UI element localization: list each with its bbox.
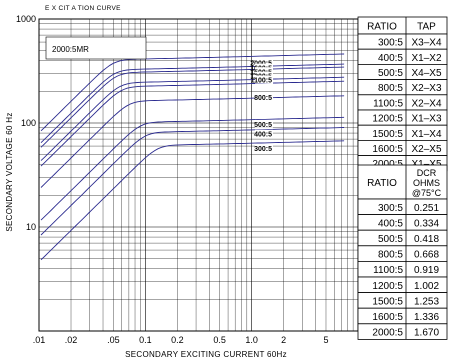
curve-2000-5	[40, 53, 345, 132]
dcr-table-header-ratio: RATIO	[367, 178, 397, 189]
tap-table: RATIO TAP 300:5 X3–X4 400:5 X1–X2 500:5 X4–X5 80…	[357, 16, 448, 172]
table-cell-value: X2–X5	[411, 144, 441, 155]
table-cell-ratio: 1600:5	[372, 312, 403, 323]
curve-800-5	[40, 95, 345, 188]
table-cell-value: X4–X5	[411, 68, 441, 79]
table-cell-value: 0.418	[414, 234, 439, 245]
x-axis-label: SECONDARY EXCITING CURRENT 60Hz	[125, 350, 287, 359]
table-cell-ratio: 1100:5	[373, 265, 403, 276]
table-cell-ratio: 1500:5	[372, 129, 403, 140]
grid	[39, 19, 358, 331]
curve-label: 300:5	[254, 146, 272, 153]
x-tick-label: 0.2	[171, 335, 184, 345]
curve-1200-5	[40, 76, 345, 161]
table-cell-ratio: 1600:5	[372, 144, 403, 155]
curve-label-bg	[255, 67, 273, 76]
chart-subtitle: 2000:5MR	[52, 45, 89, 54]
table-cell-ratio: 500:5	[378, 234, 403, 245]
table-cell-value: X1–X2	[411, 53, 441, 64]
table-cell-value: 0.251	[414, 203, 439, 214]
y-axis-label: SECONDARY VOLTAGE 60 Hz	[5, 112, 14, 231]
y-tick-label: 10	[26, 222, 36, 232]
y-tick-label: 100	[21, 118, 36, 128]
table-cell-value: X2–X3	[411, 83, 441, 94]
tap-table-header-value: TAP	[417, 22, 436, 33]
curve-label-bg	[255, 129, 273, 138]
x-tick-label: 1.0	[245, 335, 258, 345]
x-tick-label: 0.1	[139, 335, 152, 345]
curve-label-bg	[255, 119, 273, 128]
table-cell-ratio: 400:5	[378, 218, 403, 229]
table-cell-value: X1–X3	[411, 114, 441, 125]
table-cell-ratio: 1200:5	[372, 114, 403, 125]
curve-group	[40, 53, 345, 261]
curve-1500-5	[40, 66, 345, 148]
table-cell-value: X3–X4	[411, 38, 441, 49]
table-cell-ratio: 1100:5	[373, 98, 403, 109]
curve-label-bg	[255, 75, 273, 84]
curve-1100-5	[40, 80, 345, 167]
table-cell-ratio: 1500:5	[372, 296, 403, 307]
x-tick-label: .01	[33, 335, 46, 345]
curve-label: 1100:5	[251, 78, 273, 85]
curve-label: 400:5	[254, 132, 272, 139]
y-tick-label: 1000	[16, 14, 36, 24]
table-cell-ratio: 300:5	[378, 38, 403, 49]
curve-label: 800:5	[254, 95, 272, 102]
curve-label-bg	[255, 58, 273, 67]
curve-label-bg	[255, 143, 273, 152]
table-cell-value: 0.334	[414, 218, 439, 229]
table-cell-ratio: 500:5	[378, 68, 403, 79]
curve-300-5	[40, 140, 345, 261]
table-cell-value: X1–X4	[411, 129, 441, 140]
curve-500-5	[40, 116, 345, 221]
subtitle-box	[45, 36, 147, 60]
curve-1600-5	[40, 63, 345, 144]
x-tick-label: .05	[107, 335, 120, 345]
axes: .01 .02 .05 0.1 0.2 0.5 1.0 2 5 1000 100 10	[16, 14, 359, 345]
curve-400-5	[40, 127, 345, 236]
x-tick-label: 0.5	[213, 335, 226, 345]
table-cell-value: X2–X4	[411, 98, 441, 109]
x-tick-label: 5	[323, 335, 328, 345]
curve-label-bg	[255, 92, 273, 101]
table-cell-value: 1.253	[414, 296, 439, 307]
curve-label-group: 2000:51600:51500:51200:51100:5800:5500:5…	[250, 58, 273, 153]
table-cell-value: 0.919	[414, 265, 439, 276]
curve-label: 500:5	[254, 122, 272, 129]
dcr-table-header-value: DCR	[417, 168, 437, 178]
table-cell-ratio: 400:5	[378, 53, 403, 64]
x-tick-label: .02	[65, 335, 78, 345]
dcr-table-header-value: @75°C	[412, 188, 442, 198]
table-cell-value: 0.668	[414, 250, 439, 261]
dcr-table-header-value: OHMS	[413, 178, 440, 188]
table-cell-ratio: 800:5	[378, 83, 403, 94]
table-cell-ratio: 2000:5	[372, 328, 403, 339]
table-row	[357, 323, 448, 340]
x-tick-label: 2	[281, 335, 286, 345]
table-cell-value: 1.336	[414, 312, 439, 323]
table-cell-ratio: 300:5	[378, 203, 403, 214]
table-cell-value: 1.670	[414, 328, 439, 339]
table-cell-ratio: 1200:5	[372, 281, 403, 292]
table-cell-ratio: 800:5	[378, 250, 403, 261]
tap-table-header-ratio: RATIO	[367, 22, 397, 33]
chart-title: E X CIT A TION CURVE	[45, 5, 121, 12]
table-cell-value: 1.002	[414, 281, 439, 292]
